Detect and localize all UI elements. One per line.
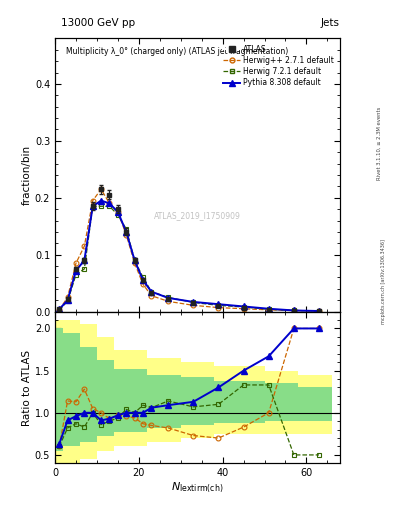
- Text: 13000 GeV pp: 13000 GeV pp: [61, 18, 135, 28]
- Text: ATLAS_2019_I1750909: ATLAS_2019_I1750909: [154, 211, 241, 221]
- Legend: ATLAS, Herwig++ 2.7.1 default, Herwig 7.2.1 default, Pythia 8.308 default: ATLAS, Herwig++ 2.7.1 default, Herwig 7.…: [221, 42, 336, 90]
- Text: Multiplicity λ_0° (charged only) (ATLAS jet fragmentation): Multiplicity λ_0° (charged only) (ATLAS …: [66, 47, 289, 56]
- Y-axis label: fraction/bin: fraction/bin: [22, 145, 32, 205]
- X-axis label: $N_\mathrm{lextirm(ch)}$: $N_\mathrm{lextirm(ch)}$: [171, 481, 224, 496]
- Y-axis label: Ratio to ATLAS: Ratio to ATLAS: [22, 349, 32, 425]
- Text: mcplots.cern.ch [arXiv:1306.3436]: mcplots.cern.ch [arXiv:1306.3436]: [381, 239, 386, 324]
- Text: Rivet 3.1.10, ≥ 2.3M events: Rivet 3.1.10, ≥ 2.3M events: [377, 106, 382, 180]
- Text: Jets: Jets: [321, 18, 340, 28]
